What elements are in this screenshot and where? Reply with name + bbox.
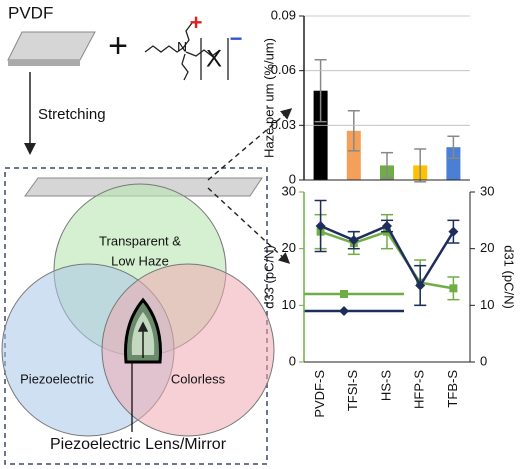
- pvdf-film: [7, 31, 96, 61]
- marker: [448, 226, 459, 237]
- y2-tick-label: 20: [480, 240, 494, 255]
- molecule: [144, 22, 229, 81]
- y-tick-label: 0.03: [271, 117, 296, 132]
- anion-label: X: [206, 45, 222, 72]
- circle-top-label: Transparent &: [99, 233, 181, 248]
- plus-sign: +: [108, 27, 128, 65]
- x-tick-label: TFB-S: [445, 370, 460, 408]
- nitrogen: N: [177, 39, 187, 55]
- x-tick-label: HS-S: [378, 370, 393, 401]
- marker: [339, 306, 349, 316]
- bar: [313, 90, 328, 180]
- y-tick-label: 20: [282, 240, 296, 255]
- x-tick-label: HFP-S: [412, 370, 427, 409]
- y-tick-label: 0.09: [271, 7, 296, 22]
- cation-charge: +: [190, 10, 203, 35]
- anion-charge: −: [230, 26, 243, 51]
- y-axis-label: Haze per um (%/um): [261, 38, 276, 158]
- marker: [382, 221, 392, 231]
- stretching-label: Stretching: [38, 106, 106, 123]
- marker: [340, 290, 348, 298]
- y-axis-label: d33 (pC/N): [261, 245, 276, 309]
- marker: [415, 280, 426, 291]
- marker: [348, 235, 359, 246]
- bar: [346, 130, 361, 180]
- y-tick-label: 0: [289, 171, 296, 186]
- pointer-arrow: [207, 187, 291, 264]
- y-tick-label: 30: [282, 183, 296, 198]
- y-tick-label: 10: [282, 297, 296, 312]
- y2-axis-label: d31 (pC/N): [502, 245, 517, 309]
- y-tick-label: 0: [289, 353, 296, 368]
- y2-tick-label: 0: [480, 353, 487, 368]
- marker: [315, 221, 326, 231]
- circle-right-label: Colorless: [171, 371, 226, 386]
- x-tick-label: TFSI-S: [345, 370, 360, 411]
- y2-tick-label: 30: [480, 183, 494, 198]
- y-tick-label: 0.06: [271, 62, 296, 77]
- bar: [446, 147, 461, 180]
- circle-left-label: Piezoelectric: [20, 371, 94, 386]
- pvdf-label: PVDF: [8, 3, 53, 22]
- x-tick-label: PVDF-S: [312, 370, 327, 418]
- center-label: Piezoelectric Lens/Mirror: [50, 436, 227, 453]
- marker: [449, 284, 458, 293]
- pvdf-film-edge: [8, 60, 80, 66]
- y2-tick-label: 10: [480, 297, 494, 312]
- circle-top-label: Low Haze: [111, 253, 169, 268]
